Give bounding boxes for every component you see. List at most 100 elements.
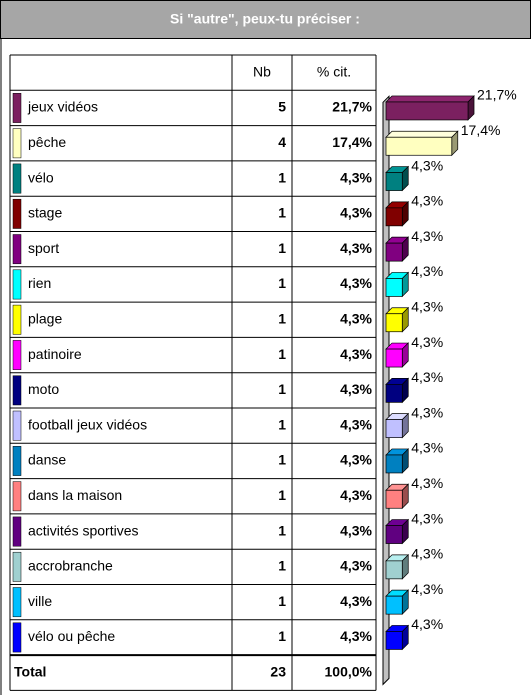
count: 1 xyxy=(278,593,286,609)
bar xyxy=(385,278,403,297)
bar-label: 21,7% xyxy=(477,87,517,103)
color-swatch xyxy=(12,481,22,512)
count: 1 xyxy=(278,558,286,574)
bar xyxy=(385,631,403,650)
percent: 4,3% xyxy=(340,487,372,503)
bar xyxy=(385,136,453,156)
bar-label: 17,4% xyxy=(461,122,501,138)
percent: 17,4% xyxy=(332,134,372,150)
color-swatch xyxy=(12,516,22,547)
count: 1 xyxy=(278,416,286,432)
title-bar xyxy=(0,0,531,39)
bar xyxy=(385,384,403,403)
percent: 4,3% xyxy=(340,452,372,468)
bar-label: 4,3% xyxy=(411,193,443,209)
color-swatch xyxy=(12,198,22,229)
row-label: activités sportives xyxy=(28,522,138,538)
color-swatch xyxy=(12,128,22,159)
percent: 4,3% xyxy=(340,205,372,221)
row-label: ville xyxy=(28,593,52,609)
percent: 4,3% xyxy=(340,346,372,362)
bar-label: 4,3% xyxy=(411,510,443,526)
color-swatch xyxy=(12,587,22,618)
color-swatch xyxy=(12,163,22,194)
count: 1 xyxy=(278,452,286,468)
bar xyxy=(385,172,403,191)
percent: 4,3% xyxy=(340,240,372,256)
bar-label: 4,3% xyxy=(411,157,443,173)
column-header: % cit. xyxy=(317,63,351,79)
count: 1 xyxy=(278,169,286,185)
row-label: jeux vidéos xyxy=(27,99,98,115)
color-swatch xyxy=(12,340,22,370)
bar-label: 4,3% xyxy=(411,334,443,350)
color-swatch xyxy=(12,269,22,300)
color-swatch xyxy=(12,93,22,123)
bar xyxy=(385,207,403,227)
row-label: rien xyxy=(28,275,51,291)
bar-label: 4,3% xyxy=(411,369,443,385)
color-swatch xyxy=(12,446,22,476)
row-label: moto xyxy=(28,381,59,397)
row-label: patinoire xyxy=(28,346,82,362)
bar xyxy=(385,242,403,262)
row-label: plage xyxy=(28,310,62,326)
percent: 4,3% xyxy=(340,628,372,644)
row-label: pêche xyxy=(28,134,66,150)
color-swatch xyxy=(12,304,22,335)
percent: 4,3% xyxy=(340,275,372,291)
percent: 4,3% xyxy=(340,416,372,432)
bar-label: 4,3% xyxy=(411,228,443,244)
bar xyxy=(385,560,403,580)
percent: 21,7% xyxy=(332,99,372,115)
bar xyxy=(385,313,403,333)
count: 5 xyxy=(278,99,286,115)
bar xyxy=(385,348,403,368)
count: 1 xyxy=(278,240,286,256)
percent: 4,3% xyxy=(340,558,372,574)
count: 1 xyxy=(278,275,286,291)
percent: 4,3% xyxy=(340,522,372,538)
total-count: 23 xyxy=(270,663,286,679)
count: 1 xyxy=(278,346,286,362)
count: 1 xyxy=(278,628,286,644)
total-label: Total xyxy=(14,663,46,679)
color-swatch xyxy=(12,551,22,582)
row-label: dans la maison xyxy=(28,487,122,503)
bar-label: 4,3% xyxy=(411,616,443,632)
percent: 4,3% xyxy=(340,381,372,397)
count: 1 xyxy=(278,205,286,221)
row-label: accrobranche xyxy=(28,558,113,574)
row-label: danse xyxy=(28,452,66,468)
bar-label: 4,3% xyxy=(411,475,443,491)
bar-label: 4,3% xyxy=(411,263,443,279)
count: 1 xyxy=(278,310,286,326)
bar-label: 4,3% xyxy=(411,298,443,314)
bar-label: 4,3% xyxy=(411,581,443,597)
color-swatch xyxy=(12,622,22,653)
bar xyxy=(385,454,403,474)
percent: 4,3% xyxy=(340,593,372,609)
color-swatch xyxy=(12,234,22,265)
bar xyxy=(385,489,403,509)
bar xyxy=(385,595,403,615)
count: 1 xyxy=(278,381,286,397)
color-swatch xyxy=(12,375,22,406)
count: 4 xyxy=(278,134,286,150)
bar-label: 4,3% xyxy=(411,440,443,456)
bar xyxy=(385,101,469,121)
bar xyxy=(385,419,403,438)
row-label: football jeux vidéos xyxy=(28,416,147,432)
bar-label: 4,3% xyxy=(411,546,443,562)
title: Si "autre", peux-tu préciser : xyxy=(170,11,360,27)
bar xyxy=(385,525,403,544)
row-label: vélo ou pêche xyxy=(28,628,115,644)
color-swatch xyxy=(12,410,22,441)
bar-label: 4,3% xyxy=(411,404,443,420)
row-label: stage xyxy=(28,205,62,221)
row-label: vélo xyxy=(28,169,54,185)
total-percent: 100,0% xyxy=(325,663,373,679)
count: 1 xyxy=(278,487,286,503)
percent: 4,3% xyxy=(340,310,372,326)
